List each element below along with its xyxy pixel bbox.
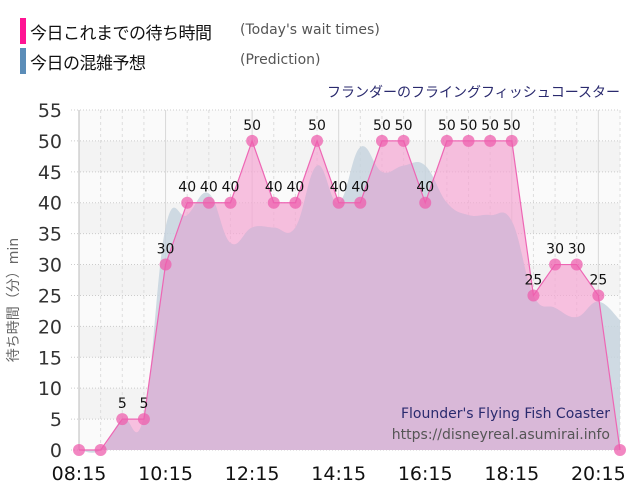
svg-text:25: 25 — [38, 285, 62, 307]
x-axis-ticks: 08:15 10:15 12:15 14:15 16:15 18:15 20:15 — [52, 463, 626, 485]
svg-text:15: 15 — [38, 347, 62, 369]
legend-prediction: 今日の混雑予想 — [20, 48, 146, 74]
today-line — [79, 139, 621, 451]
legend-today-label-jp: 今日これまでの待ち時間 — [30, 23, 212, 44]
svg-text:30: 30 — [546, 242, 564, 258]
legend-prediction-label-jp: 今日の混雑予想 — [30, 53, 146, 74]
overlap-area — [79, 146, 620, 450]
svg-text:30: 30 — [568, 242, 586, 258]
legend-prediction-label-en: (Prediction) — [240, 52, 321, 68]
svg-text:40: 40 — [178, 180, 196, 196]
svg-text:50: 50 — [460, 118, 478, 134]
legend-swatch-prediction — [20, 48, 26, 74]
svg-text:14:15: 14:15 — [311, 463, 366, 485]
svg-text:50: 50 — [308, 118, 326, 134]
horizontal-gridlines — [71, 109, 620, 451]
svg-text:10: 10 — [38, 378, 62, 400]
legend-today: 今日これまでの待ち時間 — [20, 18, 212, 44]
svg-text:40: 40 — [351, 180, 369, 196]
svg-text:50: 50 — [373, 118, 391, 134]
svg-text:5: 5 — [139, 396, 148, 412]
svg-text:5: 5 — [118, 396, 127, 412]
svg-text:55: 55 — [38, 100, 62, 122]
today-data-points — [73, 134, 626, 456]
svg-text:50: 50 — [481, 118, 499, 134]
svg-text:10:15: 10:15 — [138, 463, 193, 485]
watermark-url: https://disneyreal.asumirai.info — [391, 427, 610, 443]
svg-text:40: 40 — [286, 180, 304, 196]
legend-swatch-today — [20, 18, 26, 44]
y-axis-ticks: 0 5 10 15 20 25 30 35 40 45 50 55 — [38, 100, 62, 462]
svg-text:30: 30 — [157, 242, 175, 258]
svg-text:40: 40 — [38, 193, 62, 215]
watermark-ride-name: Flounder's Flying Fish Coaster — [400, 406, 610, 422]
svg-text:40: 40 — [200, 180, 218, 196]
svg-text:50: 50 — [503, 118, 521, 134]
svg-text:5: 5 — [50, 409, 62, 431]
chart-title: フランダーのフライングフィッシュコースター — [326, 85, 620, 101]
svg-text:45: 45 — [38, 162, 62, 184]
svg-text:40: 40 — [222, 180, 240, 196]
svg-text:40: 40 — [330, 180, 348, 196]
svg-text:40: 40 — [265, 180, 283, 196]
svg-text:50: 50 — [438, 118, 456, 134]
svg-text:50: 50 — [38, 131, 62, 153]
svg-text:20:15: 20:15 — [571, 463, 626, 485]
svg-text:35: 35 — [38, 224, 62, 246]
svg-text:25: 25 — [525, 272, 543, 288]
svg-text:18:15: 18:15 — [484, 463, 539, 485]
svg-text:25: 25 — [589, 272, 607, 288]
svg-text:50: 50 — [395, 118, 413, 134]
svg-text:12:15: 12:15 — [225, 463, 280, 485]
svg-text:40: 40 — [416, 180, 434, 196]
legend-today-label-en: (Today's wait times) — [240, 22, 380, 38]
svg-text:0: 0 — [50, 440, 62, 462]
svg-text:30: 30 — [38, 255, 62, 277]
svg-text:20: 20 — [38, 316, 62, 338]
svg-text:16:15: 16:15 — [398, 463, 453, 485]
svg-text:50: 50 — [243, 118, 261, 134]
svg-text:08:15: 08:15 — [52, 463, 107, 485]
